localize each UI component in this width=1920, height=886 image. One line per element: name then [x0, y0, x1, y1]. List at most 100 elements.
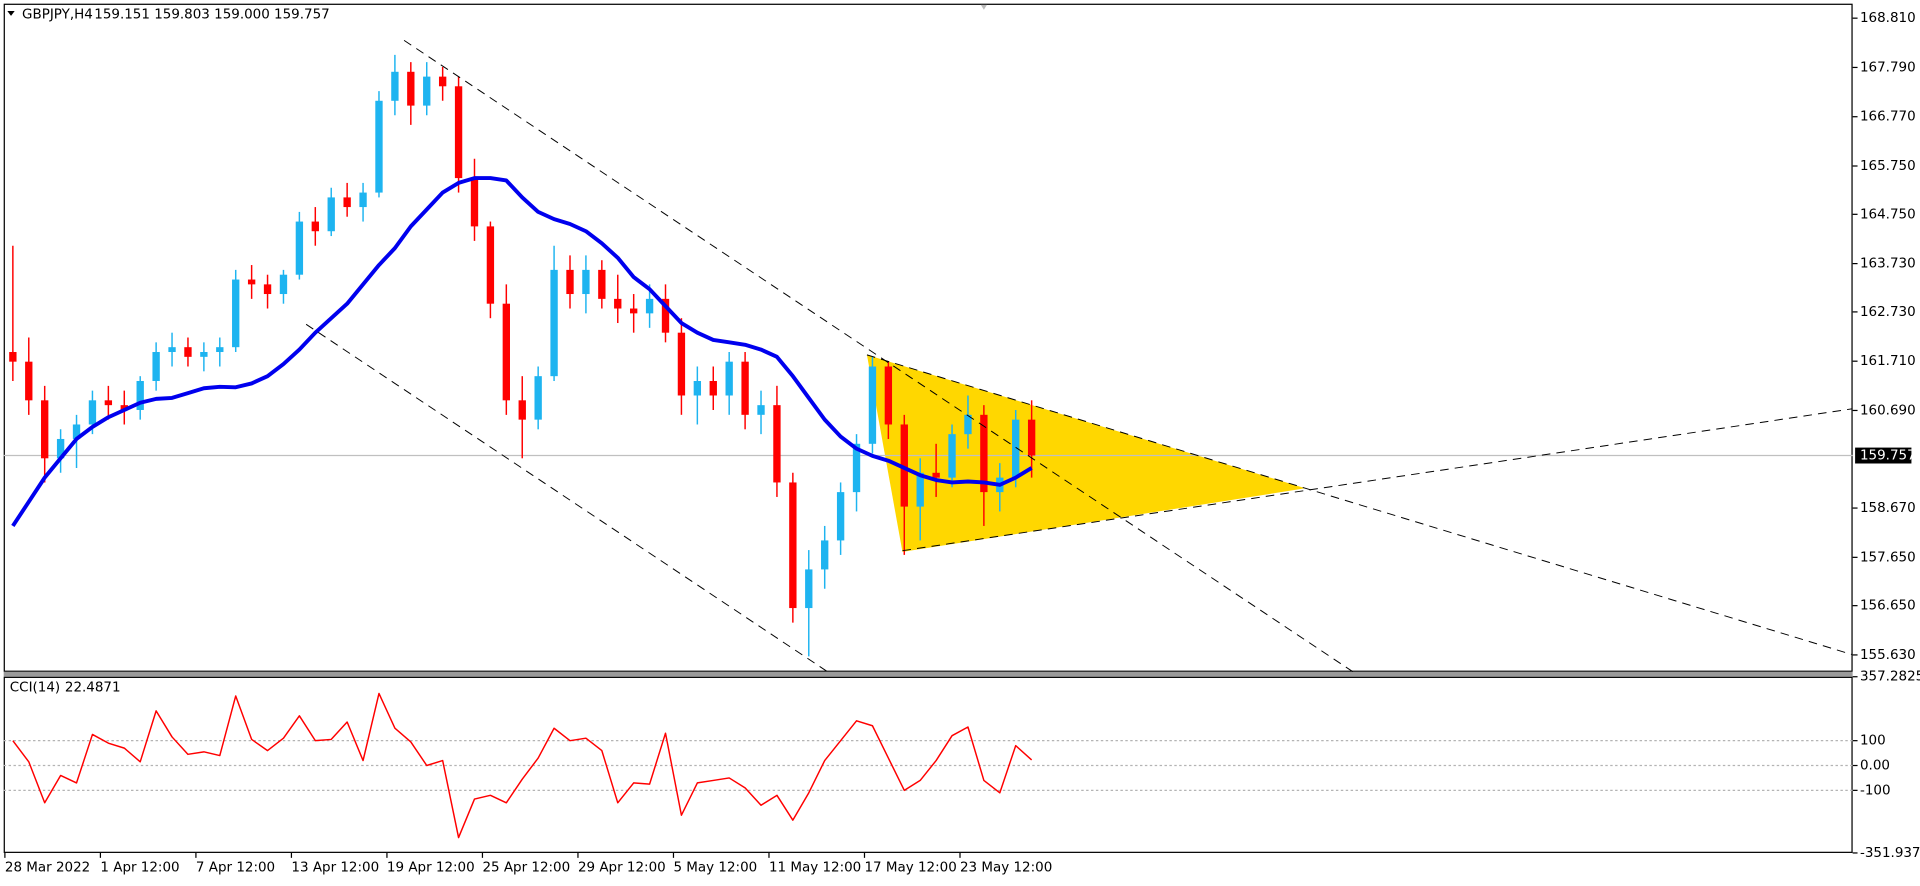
- candle-body: [375, 100, 383, 193]
- candle-body: [391, 71, 399, 101]
- candle-body: [343, 197, 351, 208]
- candle-body: [136, 380, 144, 410]
- y-tick-label: 166.770: [1860, 110, 1916, 125]
- x-tick-label: 28 Mar 2022: [5, 861, 90, 876]
- candle-body: [247, 279, 256, 285]
- candle-body: [502, 303, 510, 401]
- candle-body: [454, 86, 463, 179]
- candle-body: [932, 472, 940, 478]
- ohlc-label: 159.151 159.803 159.000 159.757: [94, 8, 329, 23]
- drawings-back: [866, 354, 1306, 552]
- y-tick-label: 160.690: [1860, 403, 1916, 418]
- candle-body: [789, 482, 797, 609]
- candle-body: [486, 226, 495, 304]
- candle-body: [900, 424, 908, 507]
- moving-average-line: [11, 176, 1033, 528]
- candle-body: [1012, 419, 1020, 478]
- candle-body: [550, 269, 558, 377]
- y-tick-label: 161.710: [1860, 354, 1916, 369]
- candle-body: [9, 352, 17, 362]
- candle-body: [438, 76, 447, 87]
- candle-body: [327, 197, 335, 232]
- candle-body: [72, 424, 81, 439]
- shift-marker: [980, 4, 987, 10]
- x-tick-label: 25 Apr 12:00: [482, 861, 570, 876]
- candle-body: [677, 332, 686, 396]
- candle-body: [916, 472, 924, 507]
- candle-body: [518, 400, 526, 420]
- candle-body: [311, 221, 319, 232]
- candle-body: [566, 269, 574, 295]
- candle-body: [470, 178, 479, 227]
- y-tick-label: 168.810: [1860, 11, 1916, 26]
- x-tick-label: 5 May 12:00: [673, 861, 757, 876]
- last-price-label: 159.757: [1860, 449, 1916, 464]
- x-tick-label: 1 Apr 12:00: [100, 861, 179, 876]
- candle-body: [614, 298, 622, 309]
- candle-body: [184, 347, 192, 357]
- candle-body: [884, 366, 893, 425]
- main-panel-frame: [3, 3, 1853, 672]
- y-tick-label: 157.650: [1860, 550, 1916, 565]
- candle-body: [757, 405, 765, 415]
- candle-body: [41, 400, 49, 459]
- y-tick-label: 100: [1860, 734, 1886, 749]
- y-tick-label: 164.750: [1860, 207, 1916, 222]
- triangle-upper-line: [866, 354, 1853, 656]
- x-tick-label: 29 Apr 12:00: [578, 861, 666, 876]
- x-tick-label: 17 May 12:00: [864, 861, 956, 876]
- candle-body: [773, 405, 781, 483]
- indicator-value: 22.4871: [65, 681, 121, 696]
- triangle-pattern: [866, 354, 1306, 552]
- axes: 168.810 167.790 166.770 165.750 164.750 163.7…: [4, 11, 1920, 876]
- candle-body: [279, 274, 288, 295]
- candle-body: [693, 380, 702, 396]
- candle-body: [423, 76, 431, 106]
- candle-body: [25, 361, 33, 401]
- candle-body: [263, 284, 272, 295]
- header-arrow: [7, 11, 15, 16]
- symbol-label: GBPJPY,H4: [22, 8, 93, 23]
- candle-body: [836, 492, 845, 541]
- last-price-box: [1855, 447, 1912, 464]
- y-tick-label: -100: [1860, 783, 1891, 798]
- main-plot: [3, 54, 1853, 657]
- candle-body: [152, 352, 160, 381]
- candle-body: [980, 414, 988, 493]
- candle-body: [104, 400, 113, 406]
- y-tick-label: 155.630: [1860, 648, 1916, 663]
- candle-body: [852, 443, 861, 493]
- candle-body: [868, 366, 877, 444]
- y-tick-label: 162.730: [1860, 305, 1916, 320]
- y-tick-label: 167.790: [1860, 60, 1916, 75]
- candle-body: [709, 380, 717, 396]
- candle-body: [534, 376, 542, 420]
- candle-body: [805, 569, 813, 609]
- y-tick-label: 0.00: [1860, 759, 1890, 774]
- y-tick-label: 163.730: [1860, 257, 1916, 272]
- candle-body: [407, 71, 415, 106]
- y-tick-label: 158.670: [1860, 501, 1916, 516]
- x-tick-label: 7 Apr 12:00: [196, 861, 275, 876]
- y-tick-label: 165.750: [1860, 159, 1916, 174]
- indicator-label: CCI(14): [10, 681, 60, 696]
- candle-body: [582, 269, 590, 295]
- cci-line: [12, 692, 1033, 839]
- candle-body: [725, 361, 733, 396]
- candle-body: [661, 298, 670, 333]
- y-tick-label: 357.2825: [1860, 670, 1920, 685]
- candle-body: [741, 361, 749, 415]
- candle-body: [359, 192, 367, 208]
- candle-body: [598, 269, 606, 299]
- y-tick-label: -351.9375: [1860, 846, 1920, 861]
- candle-body: [232, 279, 240, 348]
- candle-body: [645, 298, 654, 314]
- candle-body: [964, 414, 972, 435]
- x-tick-label: 11 May 12:00: [769, 861, 861, 876]
- channel-lower-line: [305, 323, 829, 672]
- x-tick-label: 23 May 12:00: [960, 861, 1052, 876]
- candle-body: [120, 405, 128, 410]
- x-tick-label: 19 Apr 12:00: [387, 861, 475, 876]
